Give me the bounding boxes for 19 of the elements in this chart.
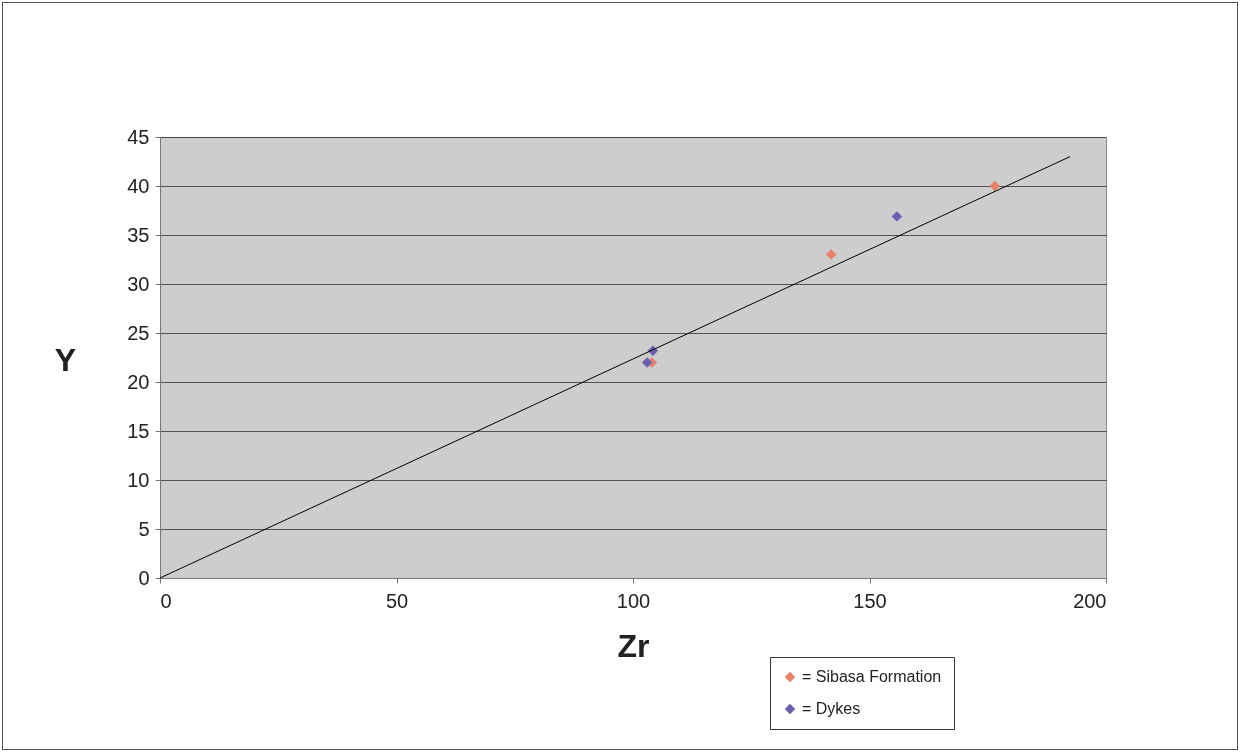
y-tick-label: 35 (127, 223, 150, 246)
y-tick-label: 25 (127, 321, 150, 344)
x-tick-label: 100 (616, 589, 651, 612)
y-tick-label: 20 (127, 370, 150, 393)
x-tick-label: 50 (385, 589, 409, 612)
y-tick-label: 15 (127, 419, 150, 442)
legend-label: = Dykes (802, 700, 861, 717)
x-tick-label: 200 (1073, 589, 1107, 612)
x-tick-label: 0 (160, 589, 172, 612)
legend-label: = Sibasa Formation (802, 668, 942, 685)
y-tick-label: 30 (127, 272, 150, 295)
y-axis-title: Y (54, 341, 77, 378)
x-tick-label: 150 (853, 589, 887, 612)
y-tick-label: 5 (138, 517, 150, 540)
y-tick-label: 40 (127, 174, 150, 197)
y-tick-label: 10 (127, 468, 150, 491)
x-axis-title: Zr (617, 627, 650, 664)
y-tick-label: 45 (127, 125, 150, 148)
y-tick-label: 0 (138, 566, 150, 589)
